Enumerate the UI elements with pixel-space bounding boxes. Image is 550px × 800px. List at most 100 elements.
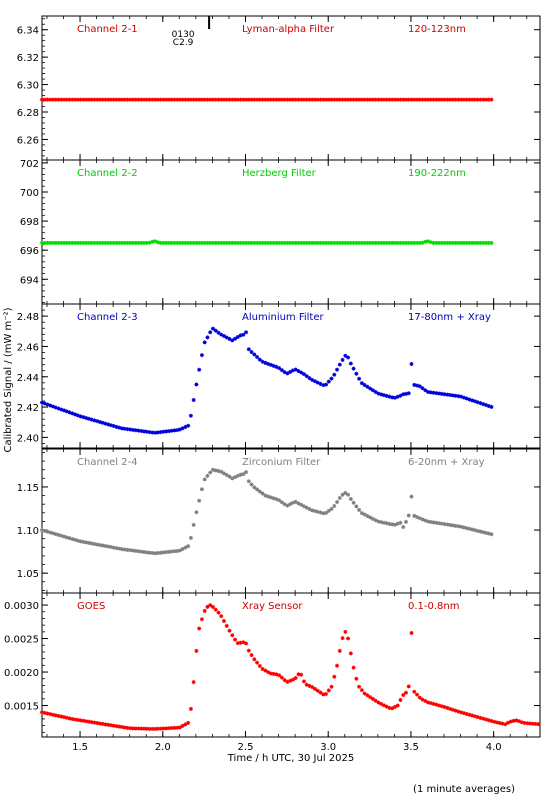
- data-point: [431, 520, 436, 525]
- event-marker-class: C2.9: [173, 38, 194, 48]
- data-point: [282, 240, 287, 245]
- data-point: [470, 240, 475, 245]
- data-point: [268, 495, 273, 500]
- data-point: [456, 97, 461, 102]
- data-point: [84, 719, 89, 724]
- data-point: [67, 97, 72, 102]
- data-point: [450, 523, 455, 528]
- data-point: [106, 544, 111, 549]
- data-point: [78, 414, 83, 419]
- data-point: [86, 416, 91, 421]
- data-point: [403, 519, 408, 524]
- data-point: [263, 668, 268, 673]
- data-point: [329, 240, 334, 245]
- data-point: [312, 97, 317, 102]
- data-point: [453, 97, 458, 102]
- data-point: [310, 508, 315, 513]
- data-point: [299, 97, 304, 102]
- data-point: [125, 547, 130, 552]
- data-point: [307, 376, 312, 381]
- data-point: [59, 240, 64, 245]
- data-point: [453, 240, 458, 245]
- data-point: [114, 546, 119, 551]
- data-point: [326, 508, 331, 513]
- data-point: [128, 427, 133, 432]
- data-point: [293, 675, 298, 680]
- data-point: [357, 684, 362, 689]
- data-point: [335, 367, 340, 372]
- data-point: [475, 240, 480, 245]
- data-point: [442, 97, 447, 102]
- data-point: [155, 726, 160, 731]
- data-point: [384, 240, 389, 245]
- data-point: [56, 532, 61, 537]
- data-point: [164, 97, 169, 102]
- data-point: [456, 524, 461, 529]
- data-point: [111, 723, 116, 728]
- data-point: [62, 534, 67, 539]
- data-point: [312, 686, 317, 691]
- data-point: [445, 705, 450, 710]
- data-point: [274, 672, 279, 677]
- data-point: [172, 549, 177, 554]
- data-point: [426, 239, 431, 244]
- data-point: [373, 698, 378, 703]
- data-point: [368, 695, 373, 700]
- x-tick-label: 3.0: [320, 742, 336, 753]
- data-point: [472, 714, 477, 719]
- data-point: [257, 664, 262, 669]
- data-point: [244, 641, 249, 646]
- data-point: [332, 240, 337, 245]
- data-point: [266, 240, 271, 245]
- data-point: [271, 363, 276, 368]
- data-point: [164, 550, 169, 555]
- data-point: [144, 726, 149, 731]
- data-point: [415, 692, 420, 697]
- data-point: [62, 715, 67, 720]
- data-point: [97, 542, 102, 547]
- data-point: [147, 550, 152, 555]
- series-points: [40, 326, 494, 435]
- data-point: [362, 240, 367, 245]
- data-point: [381, 240, 386, 245]
- data-point: [233, 240, 238, 245]
- data-point: [114, 724, 119, 729]
- data-point: [332, 97, 337, 102]
- data-point: [81, 97, 86, 102]
- data-point: [164, 726, 169, 731]
- data-point: [481, 97, 486, 102]
- data-point: [285, 97, 290, 102]
- data-point: [417, 97, 422, 102]
- data-point: [266, 361, 271, 366]
- data-point: [481, 402, 486, 407]
- data-point: [415, 515, 420, 520]
- data-point: [122, 240, 127, 245]
- data-point: [40, 240, 44, 245]
- data-point: [486, 531, 491, 536]
- data-point: [100, 721, 105, 726]
- data-point: [296, 97, 301, 102]
- data-point: [84, 97, 89, 102]
- data-point: [312, 240, 317, 245]
- data-point: [417, 240, 422, 245]
- data-point: [373, 97, 378, 102]
- data-point: [169, 240, 174, 245]
- data-point: [472, 399, 477, 404]
- data-point: [191, 522, 196, 527]
- data-point: [464, 240, 469, 245]
- data-point: [147, 97, 152, 102]
- data-point: [437, 703, 442, 708]
- data-point: [489, 404, 494, 409]
- data-point: [216, 240, 221, 245]
- data-point: [122, 426, 127, 431]
- data-point: [48, 530, 53, 535]
- data-point: [409, 630, 414, 635]
- data-point: [119, 426, 124, 431]
- data-point: [315, 380, 320, 385]
- data-point: [445, 240, 450, 245]
- data-point: [483, 403, 488, 408]
- data-point: [489, 97, 494, 102]
- data-point: [142, 429, 147, 434]
- data-point: [346, 97, 351, 102]
- data-point: [244, 330, 249, 335]
